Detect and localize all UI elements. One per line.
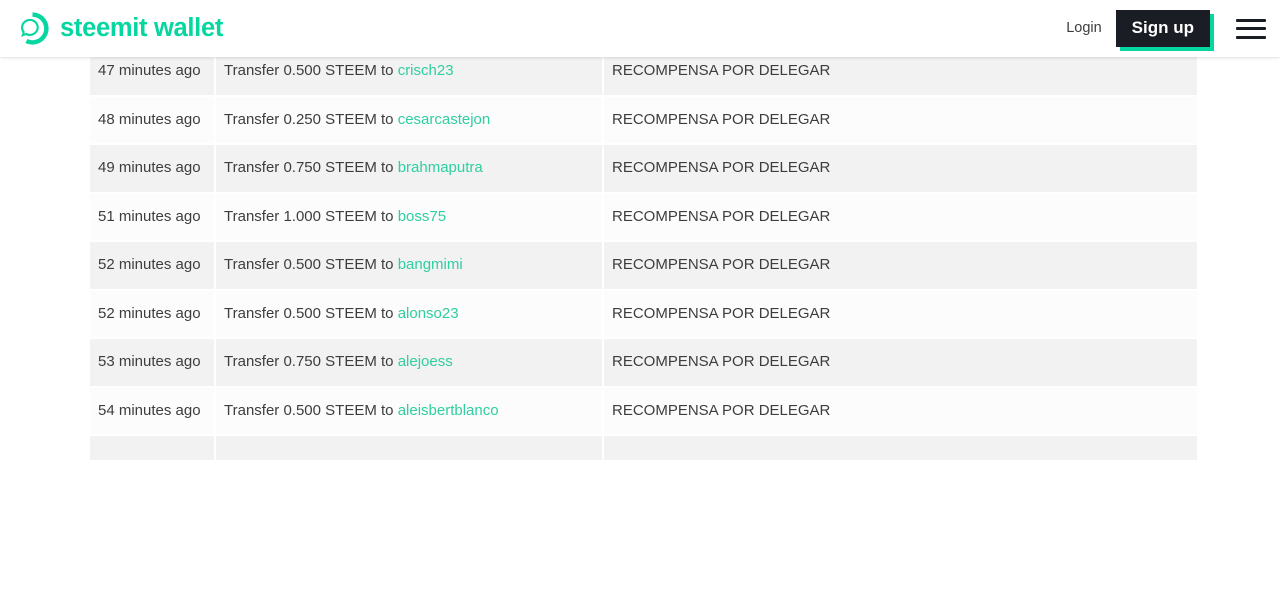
- row-left-gutter: [2, 193, 88, 240]
- transaction-timestamp: 51 minutes ago: [90, 193, 214, 240]
- transaction-description: Transfer 0.500 STEEM to alonso23: [216, 290, 602, 337]
- transaction-memo: RECOMPENSA POR DELEGAR: [604, 96, 1197, 143]
- wallet-content-area: 47 minutes ago Transfer 0.500 STEEM to cr…: [0, 57, 1280, 593]
- table-row: 47 minutes ago Transfer 0.500 STEEM to cr…: [2, 57, 1197, 95]
- transaction-table-body: 47 minutes ago Transfer 0.500 STEEM to cr…: [2, 57, 1197, 460]
- memo-text: RECOMPENSA POR DELEGAR: [612, 353, 831, 370]
- transaction-description: Transfer 0.500 STEEM to aleisbertblanco: [216, 387, 602, 434]
- transaction-timestamp: 47 minutes ago: [90, 57, 214, 95]
- recipient-username-link[interactable]: alonso23: [397, 304, 459, 322]
- transaction-history-table: 47 minutes ago Transfer 0.500 STEEM to cr…: [0, 57, 1199, 462]
- transaction-timestamp: 48 minutes ago: [90, 96, 214, 143]
- transaction-memo: RECOMPENSA POR DELEGAR: [604, 145, 1197, 192]
- transaction-history-scroll[interactable]: 47 minutes ago Transfer 0.500 STEEM to cr…: [0, 57, 1197, 462]
- hamburger-bar-bottom: [1236, 35, 1266, 39]
- steemit-speech-bubble-logo-icon: [14, 10, 51, 47]
- row-left-gutter: [2, 436, 88, 460]
- row-left-gutter: [2, 242, 88, 289]
- memo-text: RECOMPENSA POR DELEGAR: [612, 304, 831, 322]
- row-left-gutter: [2, 57, 88, 95]
- row-left-gutter: [2, 145, 88, 192]
- memo-text: RECOMPENSA POR DELEGAR: [612, 401, 831, 419]
- memo-text: RECOMPENSA POR DELEGAR: [612, 62, 831, 79]
- transaction-description: Transfer 0.250 STEEM to cesarcastejon: [216, 96, 602, 143]
- table-row: 49 minutes ago Transfer 0.750 STEEM to br…: [2, 145, 1197, 192]
- table-row: 52 minutes ago Transfer 0.500 STEEM to ba…: [2, 242, 1197, 289]
- row-left-gutter: [2, 290, 88, 337]
- transaction-memo: RECOMPENSA POR DELEGAR: [604, 57, 1197, 95]
- recipient-username-link[interactable]: crisch23: [397, 62, 454, 79]
- memo-text: RECOMPENSA POR DELEGAR: [612, 207, 831, 225]
- transaction-description: Transfer 1.000 STEEM to boss75: [216, 193, 602, 240]
- table-row: 54 minutes ago Transfer 0.500 STEEM to al…: [2, 387, 1197, 434]
- transaction-memo: RECOMPENSA POR DELEGAR: [604, 387, 1197, 434]
- table-row: [2, 436, 1197, 460]
- memo-text: RECOMPENSA POR DELEGAR: [612, 256, 831, 273]
- brand-home-link[interactable]: steemit wallet: [14, 10, 223, 47]
- site-header: steemit wallet Login Sign up: [0, 0, 1280, 57]
- recipient-username-link[interactable]: aleisbertblanco: [397, 401, 499, 419]
- table-row: 52 minutes ago Transfer 0.500 STEEM to al…: [2, 290, 1197, 337]
- transaction-timestamp: 52 minutes ago: [90, 242, 214, 289]
- transaction-timestamp: 49 minutes ago: [90, 145, 214, 192]
- table-row: 51 minutes ago Transfer 1.000 STEEM to bo…: [2, 193, 1197, 240]
- recipient-username-link[interactable]: bangmimi: [397, 256, 463, 273]
- table-row: 48 minutes ago Transfer 0.250 STEEM to ce…: [2, 96, 1197, 143]
- hamburger-bar-middle: [1236, 27, 1266, 30]
- transaction-memo: RECOMPENSA POR DELEGAR: [604, 242, 1197, 289]
- transaction-description: Transfer 0.750 STEEM to alejoess: [216, 339, 602, 386]
- transaction-timestamp: [90, 436, 214, 460]
- row-left-gutter: [2, 339, 88, 386]
- transaction-memo: RECOMPENSA POR DELEGAR: [604, 290, 1197, 337]
- recipient-username-link[interactable]: brahmaputra: [397, 159, 483, 176]
- row-left-gutter: [2, 387, 88, 434]
- memo-text: RECOMPENSA POR DELEGAR: [612, 159, 831, 176]
- table-row: 53 minutes ago Transfer 0.750 STEEM to al…: [2, 339, 1197, 386]
- transaction-memo: RECOMPENSA POR DELEGAR: [604, 339, 1197, 386]
- login-link[interactable]: Login: [1066, 20, 1102, 37]
- transaction-memo: RECOMPENSA POR DELEGAR: [604, 193, 1197, 240]
- transaction-description: [216, 436, 602, 460]
- hamburger-bar-top: [1236, 18, 1266, 22]
- brand-name: steemit wallet: [60, 13, 224, 42]
- transaction-memo: [604, 436, 1197, 460]
- transaction-description: Transfer 0.500 STEEM to crisch23: [216, 57, 602, 95]
- transaction-timestamp: 54 minutes ago: [90, 387, 214, 434]
- memo-text: RECOMPENSA POR DELEGAR: [612, 110, 831, 128]
- row-left-gutter: [2, 96, 88, 143]
- signup-button[interactable]: Sign up: [1115, 10, 1210, 47]
- recipient-username-link[interactable]: alejoess: [397, 353, 453, 370]
- transaction-description: Transfer 0.750 STEEM to brahmaputra: [216, 145, 602, 192]
- transaction-timestamp: 53 minutes ago: [90, 339, 214, 386]
- header-actions: Login Sign up: [1054, 0, 1280, 57]
- transaction-timestamp: 52 minutes ago: [90, 290, 214, 337]
- recipient-username-link[interactable]: cesarcastejon: [397, 110, 491, 128]
- hamburger-menu-icon[interactable]: [1236, 17, 1266, 41]
- transaction-description: Transfer 0.500 STEEM to bangmimi: [216, 242, 602, 289]
- recipient-username-link[interactable]: boss75: [397, 207, 447, 225]
- signup-button-wrapper: Sign up: [1115, 10, 1214, 51]
